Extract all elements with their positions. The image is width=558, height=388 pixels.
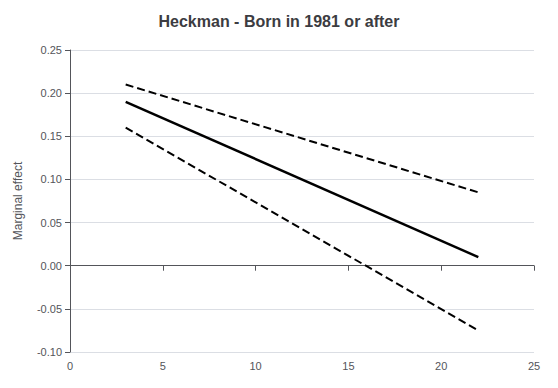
svg-text:5: 5 xyxy=(160,360,166,372)
svg-text:10: 10 xyxy=(249,360,261,372)
svg-text:0.05: 0.05 xyxy=(41,217,62,229)
svg-text:15: 15 xyxy=(342,360,354,372)
svg-text:Heckman - Born in 1981 or afte: Heckman - Born in 1981 or after xyxy=(159,13,400,30)
svg-text:0.25: 0.25 xyxy=(41,44,62,56)
svg-text:-0.05: -0.05 xyxy=(37,303,62,315)
svg-text:0: 0 xyxy=(67,360,73,372)
svg-text:Marginal effect: Marginal effect xyxy=(11,161,25,240)
svg-text:20: 20 xyxy=(435,360,447,372)
svg-text:0.00: 0.00 xyxy=(41,260,62,272)
svg-text:0.15: 0.15 xyxy=(41,130,62,142)
svg-text:0.20: 0.20 xyxy=(41,87,62,99)
svg-text:0.10: 0.10 xyxy=(41,173,62,185)
svg-text:25: 25 xyxy=(528,360,540,372)
svg-text:-0.10: -0.10 xyxy=(37,346,62,358)
